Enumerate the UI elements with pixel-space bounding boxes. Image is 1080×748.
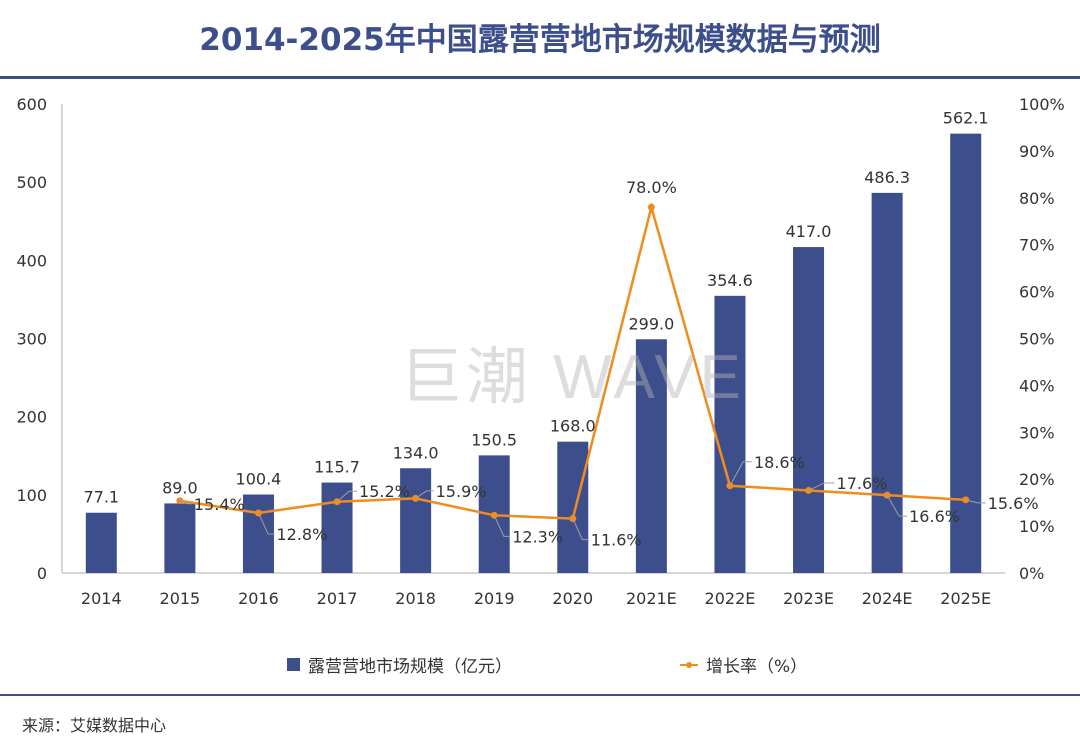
line-data-label: 18.6% [754, 453, 805, 472]
chart-title: 2014-2025年中国露营营地市场规模数据与预测 [199, 22, 881, 58]
right-axis-tick-label: 20% [1019, 470, 1055, 489]
bar-data-label: 168.0 [550, 417, 596, 436]
line-data-label: 12.3% [512, 527, 563, 546]
data-label-leader-line [258, 512, 275, 535]
right-axis-tick-label: 90% [1019, 142, 1055, 161]
right-axis-tick-label: 10% [1019, 517, 1055, 536]
right-axis-tick-label: 70% [1019, 236, 1055, 255]
right-axis-tick-label: 40% [1019, 376, 1055, 395]
bar-data-label: 354.6 [707, 271, 753, 290]
line-legend-swatch-icon [680, 661, 698, 668]
bar-data-label: 134.0 [393, 443, 439, 462]
left-axis-tick-label: 200 [16, 408, 47, 427]
data-label-leader-line [493, 515, 511, 537]
title-divider [0, 76, 1080, 79]
x-axis-tick-label: 2022E [705, 589, 756, 608]
legend-label-market-size: 露营营地市场规模（亿元） [308, 657, 512, 677]
line-data-label: 12.8% [276, 525, 327, 544]
data-label-leader-line [572, 518, 589, 541]
left-axis-tick-label: 400 [16, 251, 47, 270]
line-data-label: 15.6% [988, 494, 1039, 513]
line-data-label: 17.6% [837, 474, 888, 493]
line-data-label: 15.9% [436, 482, 487, 501]
data-label-leader-line [729, 461, 752, 487]
left-axis-tick-label: 100 [16, 486, 47, 505]
x-axis-tick-label: 2015 [160, 589, 201, 608]
x-axis-tick-label: 2021E [626, 589, 677, 608]
left-axis-tick-label: 600 [16, 95, 47, 114]
bar [85, 512, 117, 573]
left-axis: 0 100 200 300 400 500 600 [16, 95, 1005, 583]
bar-data-labels: 77.1 89.0 100.4 115.7 134.0 150.5 168.0 299.0 35… [83, 109, 988, 507]
bar-data-label: 299.0 [628, 314, 674, 333]
left-axis-tick-label: 0 [37, 564, 47, 583]
legend-label-growth-rate: 增长率（%） [706, 657, 808, 677]
bar-data-label: 115.7 [314, 458, 360, 477]
x-axis-tick-label: 2014 [81, 589, 122, 608]
x-axis-tick-label: 2018 [395, 589, 436, 608]
bar [871, 192, 903, 574]
x-axis-tick-label: 2023E [783, 589, 834, 608]
data-label-leader-line [179, 500, 192, 505]
left-axis-tick-label: 300 [16, 330, 47, 349]
bar-data-label: 77.1 [83, 488, 119, 507]
bar [557, 441, 589, 573]
right-axis: 0% 10% 20% 30% 40% 50% 60% 70% 80% 90% 100% [1019, 95, 1065, 583]
x-axis-tick-label: 2020 [552, 589, 593, 608]
right-axis-tick-label: 80% [1019, 189, 1055, 208]
legend-item-growth-rate[interactable]: 增长率（%） [680, 652, 807, 677]
bar-data-label: 417.0 [786, 222, 832, 241]
x-axis-tick-label: 2024E [862, 589, 913, 608]
right-axis-tick-label: 30% [1019, 423, 1055, 442]
bar-legend-swatch-icon [287, 658, 300, 671]
line-data-label: 15.4% [194, 495, 245, 514]
legend-item-market-size[interactable]: 露营营地市场规模（亿元） [287, 652, 512, 677]
bar [635, 339, 667, 573]
left-axis-tick-label: 500 [16, 173, 47, 192]
bar [164, 503, 196, 573]
growth-line-point [647, 203, 655, 211]
line-data-labels: 15.4% 12.8% 15.2% 15.9% 12.3% 11.6% 78.0% 18.6%… [179, 178, 1039, 550]
bar [400, 468, 432, 573]
x-axis-tick-label: 2019 [474, 589, 515, 608]
data-label-leader-line [415, 490, 434, 499]
right-axis-tick-label: 60% [1019, 283, 1055, 302]
line-data-label: 15.2% [359, 482, 410, 501]
bar [714, 295, 746, 573]
line-data-label: 16.6% [909, 507, 960, 526]
bar [793, 247, 825, 574]
data-label-leader-line [965, 499, 986, 504]
footer-divider [0, 694, 1080, 696]
right-axis-tick-label: 0% [1019, 564, 1044, 583]
bar-data-label: 562.1 [943, 109, 989, 128]
bar-data-label: 100.4 [236, 470, 282, 489]
right-axis-tick-label: 50% [1019, 330, 1055, 349]
right-axis-tick-label: 100% [1019, 95, 1065, 114]
x-axis-tick-label: 2016 [238, 589, 279, 608]
bar-data-label: 486.3 [864, 168, 910, 187]
x-axis-tick-label: 2025E [940, 589, 991, 608]
bar [321, 482, 353, 573]
data-label-leader-line [336, 490, 358, 503]
line-data-label: 78.0% [626, 178, 677, 197]
bar-data-label: 89.0 [162, 478, 198, 497]
x-axis-tick-label: 2017 [317, 589, 358, 608]
bar-data-label: 150.5 [471, 430, 517, 449]
data-label-leader-line [808, 482, 835, 491]
data-label-leader-line [886, 494, 908, 517]
line-data-label: 11.6% [591, 531, 642, 550]
source-note: 来源：艾媒数据中心 [22, 716, 167, 735]
x-axis-labels: 2014 2015 2016 2017 2018 2019 2020 2021E 2022E 20… [81, 589, 991, 608]
